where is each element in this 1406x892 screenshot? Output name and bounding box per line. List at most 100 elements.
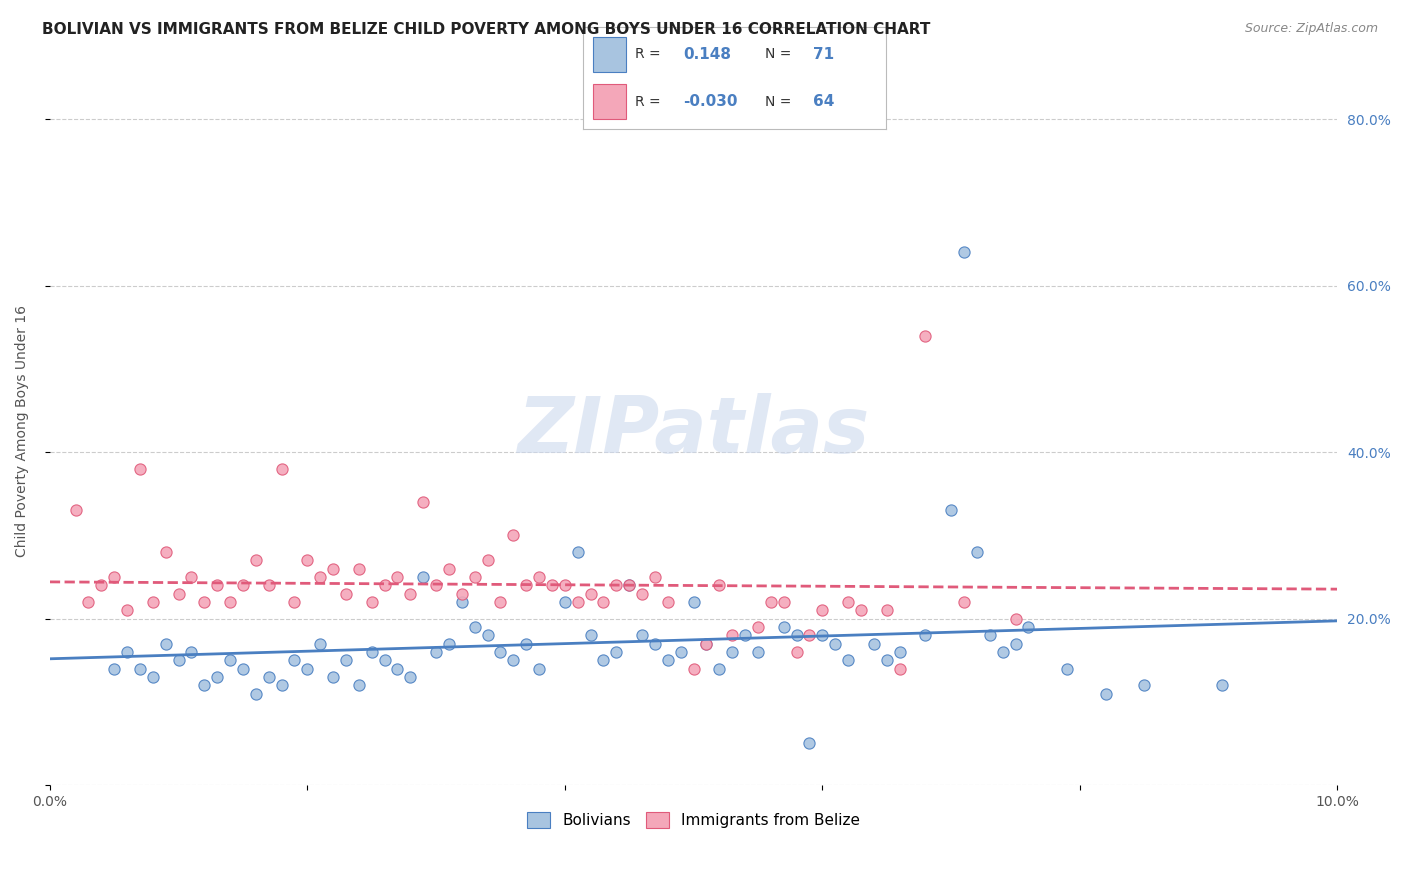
Point (219, 595, 242, 609)
Point (347, 561, 370, 575)
Point (682, 595, 704, 609)
Point (322, 670, 344, 684)
Text: ZIPatlas: ZIPatlas (517, 393, 870, 469)
Point (437, 561, 460, 575)
Point (65, 503, 87, 517)
Text: Source: ZipAtlas.com: Source: ZipAtlas.com (1244, 22, 1378, 36)
Text: R =: R = (636, 95, 661, 109)
Point (103, 661, 125, 675)
Point (180, 570, 202, 584)
Point (592, 595, 614, 609)
Point (115, 603, 138, 617)
Point (464, 570, 486, 584)
Point (1017, 620, 1039, 634)
Point (721, 645, 744, 659)
Point (425, 645, 447, 659)
Point (193, 595, 215, 609)
Point (425, 578, 447, 592)
FancyBboxPatch shape (592, 84, 626, 119)
Point (232, 578, 254, 592)
Point (695, 636, 717, 650)
Point (515, 578, 537, 592)
Point (335, 586, 357, 600)
Point (309, 570, 332, 584)
Point (734, 628, 756, 642)
Point (953, 245, 976, 260)
Point (129, 661, 152, 675)
Point (554, 578, 576, 592)
Point (786, 628, 808, 642)
Point (335, 653, 357, 667)
Point (77, 595, 100, 609)
Y-axis label: Child Poverty Among Boys Under 16: Child Poverty Among Boys Under 16 (15, 305, 30, 558)
Point (1004, 611, 1026, 625)
Point (360, 595, 382, 609)
Point (527, 570, 550, 584)
Point (103, 570, 125, 584)
Point (477, 553, 499, 567)
Point (219, 653, 242, 667)
Point (592, 653, 614, 667)
Point (322, 561, 344, 575)
Point (669, 645, 692, 659)
Point (477, 628, 499, 642)
Point (205, 578, 228, 592)
Point (682, 661, 704, 675)
Point (232, 661, 254, 675)
Point (1004, 636, 1026, 650)
Point (257, 578, 280, 592)
Point (283, 595, 305, 609)
Point (799, 736, 821, 750)
Point (772, 595, 794, 609)
Text: -0.030: -0.030 (683, 95, 738, 109)
Point (619, 578, 641, 592)
Point (695, 636, 717, 650)
Point (747, 620, 769, 634)
Point (450, 595, 472, 609)
Point (811, 603, 834, 617)
Text: 0.148: 0.148 (683, 47, 731, 62)
Point (245, 553, 267, 567)
Point (347, 678, 370, 692)
Point (863, 636, 886, 650)
Point (914, 328, 936, 343)
Point (889, 661, 911, 675)
Point (527, 661, 550, 675)
Point (387, 661, 409, 675)
Point (567, 545, 589, 559)
Point (799, 628, 821, 642)
Point (90, 578, 112, 592)
Point (412, 570, 434, 584)
Point (709, 661, 731, 675)
Point (502, 528, 524, 542)
Point (876, 603, 898, 617)
Point (772, 620, 794, 634)
Point (412, 495, 434, 509)
Point (966, 545, 988, 559)
Point (245, 686, 267, 700)
Point (399, 586, 422, 600)
Text: BOLIVIAN VS IMMIGRANTS FROM BELIZE CHILD POVERTY AMONG BOYS UNDER 16 CORRELATION: BOLIVIAN VS IMMIGRANTS FROM BELIZE CHILD… (42, 22, 931, 37)
Point (991, 645, 1014, 659)
Point (541, 578, 564, 592)
Point (644, 570, 666, 584)
Point (399, 670, 422, 684)
Point (876, 653, 898, 667)
Point (142, 595, 165, 609)
Point (605, 578, 627, 592)
Text: 71: 71 (813, 47, 834, 62)
Point (502, 653, 524, 667)
Point (644, 636, 666, 650)
Text: N =: N = (765, 47, 792, 62)
Point (1094, 686, 1116, 700)
Legend: Bolivians, Immigrants from Belize: Bolivians, Immigrants from Belize (520, 805, 866, 834)
Point (489, 595, 512, 609)
Point (657, 653, 679, 667)
Point (155, 636, 177, 650)
Point (297, 553, 319, 567)
Point (450, 586, 472, 600)
Point (257, 670, 280, 684)
Point (837, 595, 859, 609)
Point (619, 578, 641, 592)
Text: R =: R = (636, 47, 661, 62)
